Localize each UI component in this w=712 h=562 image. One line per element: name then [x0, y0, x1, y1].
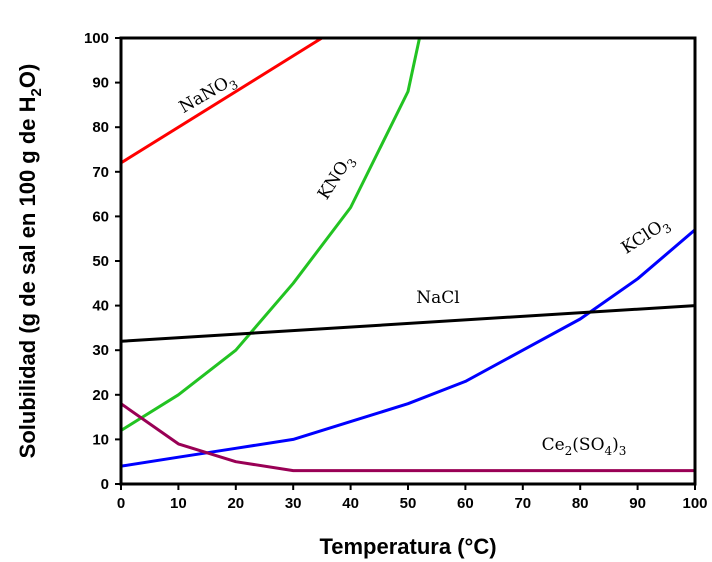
- series-label-part: KClO: [618, 217, 666, 258]
- y-tick-label: 30: [92, 342, 109, 359]
- series-label-4: Ce2(SO4)3: [542, 435, 627, 458]
- x-tick-label: 80: [572, 495, 589, 512]
- series-label-3: NaCl: [416, 288, 459, 308]
- x-tick-label: 60: [457, 495, 474, 512]
- y-tick-label: 50: [92, 253, 109, 270]
- y-tick-label: 90: [92, 75, 109, 92]
- series-line-4: [121, 402, 695, 473]
- axis-ticks: 0 10 20 30 40 50 60 70 80 90 100 0 10 20 30 40 50 60 70 80 9…: [84, 30, 708, 512]
- y-tick-label: 0: [101, 476, 109, 493]
- y-tick-label: 100: [84, 30, 109, 47]
- series-label-part: NaCl: [416, 288, 459, 308]
- y-tick-label: 80: [92, 119, 109, 136]
- x-tick-label: 20: [227, 495, 244, 512]
- y-axis-title-part: O): [15, 64, 40, 88]
- x-tick-label: 50: [400, 495, 417, 512]
- y-tick-label: 60: [92, 208, 109, 225]
- series-line-1: [121, 38, 421, 432]
- x-tick-label: 0: [117, 495, 125, 512]
- x-tick-label: 40: [342, 495, 359, 512]
- y-tick-label: 40: [92, 298, 109, 315]
- y-tick-label: 70: [92, 164, 109, 181]
- series-label-subscript: 2: [565, 444, 573, 458]
- x-tick-label: 70: [514, 495, 531, 512]
- series-label-subscript: 3: [619, 444, 627, 458]
- y-axis-title-subscript: 2: [28, 88, 45, 96]
- series-line-0: [121, 38, 323, 165]
- x-tick-label: 30: [285, 495, 302, 512]
- y-axis-title: Solubilidad (g de sal en 100 g de H2O): [15, 64, 45, 459]
- series-layer: [121, 38, 695, 473]
- series-label-1: KNO3: [314, 151, 360, 205]
- series-label-part: Ce: [542, 435, 565, 455]
- y-tick-label: 10: [92, 431, 109, 448]
- x-tick-label: 90: [629, 495, 646, 512]
- x-axis-title: Temperatura (°C): [319, 534, 496, 559]
- series-label-subscript: 4: [605, 444, 613, 458]
- series-line-2: [121, 228, 695, 468]
- series-label-part: ): [612, 435, 619, 455]
- series-line-3: [121, 304, 695, 343]
- y-tick-label: 20: [92, 387, 109, 404]
- y-axis-title-part: Solubilidad (g de sal en 100 g de H: [15, 96, 40, 458]
- x-tick-label: 10: [170, 495, 187, 512]
- x-tick-label: 100: [682, 495, 707, 512]
- series-label-part: (SO: [572, 435, 604, 455]
